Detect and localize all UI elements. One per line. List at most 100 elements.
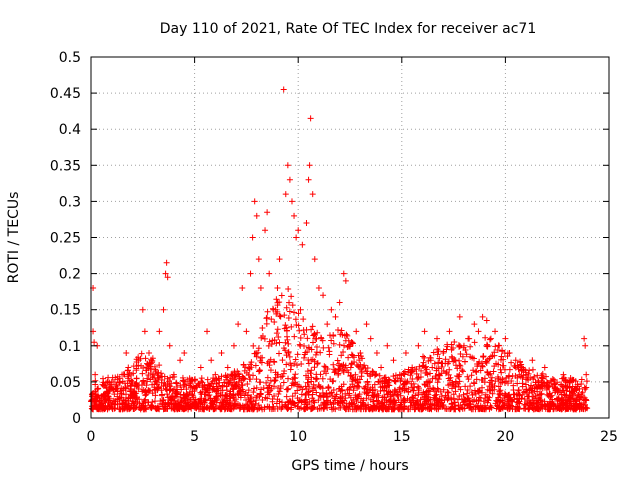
data-point <box>156 328 163 335</box>
y-tick-label: 0.2 <box>59 267 81 283</box>
y-tick-label: 0.3 <box>59 194 81 210</box>
data-point <box>357 350 364 357</box>
data-point <box>160 306 167 313</box>
data-point <box>197 364 204 371</box>
data-point <box>119 371 126 378</box>
data-point <box>446 328 453 335</box>
data-point <box>89 393 96 400</box>
data-point <box>293 234 300 241</box>
data-point <box>112 386 119 393</box>
data-point <box>502 335 509 342</box>
y-tick-label: 0.4 <box>59 122 81 138</box>
dense-point-cloud <box>88 285 591 413</box>
data-point <box>141 328 148 335</box>
data-point <box>566 378 573 385</box>
data-point <box>347 342 353 349</box>
data-point <box>541 364 548 371</box>
data-point <box>324 321 331 328</box>
data-point <box>295 227 302 234</box>
data-point <box>427 357 434 364</box>
data-point <box>129 378 136 385</box>
data-point <box>378 364 385 371</box>
data-point <box>125 364 132 371</box>
data-point <box>249 234 256 241</box>
data-point <box>235 321 242 328</box>
data-point <box>320 292 327 299</box>
data-point <box>230 342 237 349</box>
data-point <box>307 115 314 122</box>
data-point <box>465 335 472 342</box>
data-point <box>475 328 482 335</box>
data-point <box>315 285 322 292</box>
data-point <box>266 270 273 277</box>
data-point <box>582 342 589 349</box>
grid-lines <box>91 57 609 418</box>
data-point <box>367 335 374 342</box>
data-point <box>452 357 459 364</box>
data-point <box>471 321 478 328</box>
point-cloud-path <box>88 285 591 413</box>
data-point <box>529 357 536 364</box>
data-point <box>288 198 295 205</box>
y-tick-label: 0.25 <box>50 231 81 247</box>
data-point <box>191 386 198 393</box>
data-point <box>306 162 313 169</box>
data-point <box>576 393 583 400</box>
data-point <box>94 386 101 393</box>
data-point <box>146 350 153 357</box>
data-point <box>496 342 503 349</box>
data-point <box>255 256 262 263</box>
data-point <box>104 393 111 400</box>
data-point <box>353 328 360 335</box>
data-point <box>309 191 316 198</box>
data-point <box>506 350 513 357</box>
data-point <box>208 357 215 364</box>
data-point <box>421 328 428 335</box>
data-point <box>164 274 171 281</box>
data-point <box>434 335 441 342</box>
data-point <box>299 241 306 248</box>
data-point <box>150 371 157 378</box>
x-tick-label: 10 <box>289 429 307 445</box>
data-point <box>487 335 494 342</box>
data-point <box>390 357 397 364</box>
y-axis-label: ROTI / TECUs <box>6 192 22 284</box>
data-point <box>291 212 298 219</box>
data-point <box>262 227 269 234</box>
data-point <box>181 350 188 357</box>
data-points <box>89 86 590 407</box>
y-tick-label: 0.15 <box>50 303 81 319</box>
y-tick-label: 0.1 <box>59 339 81 355</box>
y-tick-labels: 0 0.05 0.1 0.15 0.2 0.25 0.3 0.35 0.4 0.45 0.5 <box>50 50 81 427</box>
data-point <box>409 364 416 371</box>
data-point <box>547 378 554 385</box>
data-point <box>560 371 567 378</box>
data-point <box>342 277 349 284</box>
data-point <box>251 198 258 205</box>
data-point <box>456 313 463 320</box>
data-point <box>415 342 422 349</box>
y-tick-label: 0.45 <box>50 86 81 102</box>
data-point <box>581 335 588 342</box>
data-point <box>460 342 467 349</box>
data-point <box>264 209 271 216</box>
data-point <box>284 162 291 169</box>
chart-title: Day 110 of 2021, Rate Of TEC Index for r… <box>160 21 536 37</box>
data-point <box>518 364 525 371</box>
data-point <box>483 317 490 324</box>
data-point <box>332 313 339 320</box>
data-point <box>91 339 98 346</box>
data-point <box>170 371 177 378</box>
data-point <box>276 256 283 263</box>
data-point <box>282 191 289 198</box>
data-point <box>187 378 194 385</box>
data-point <box>270 306 277 313</box>
x-tick-label: 5 <box>190 429 199 445</box>
y-tick-label: 0.05 <box>50 375 81 391</box>
data-point <box>163 259 170 266</box>
data-point <box>218 350 225 357</box>
data-point <box>572 386 579 393</box>
data-point <box>402 350 409 357</box>
y-tick-label: 0.35 <box>50 158 81 174</box>
data-point <box>479 313 486 320</box>
